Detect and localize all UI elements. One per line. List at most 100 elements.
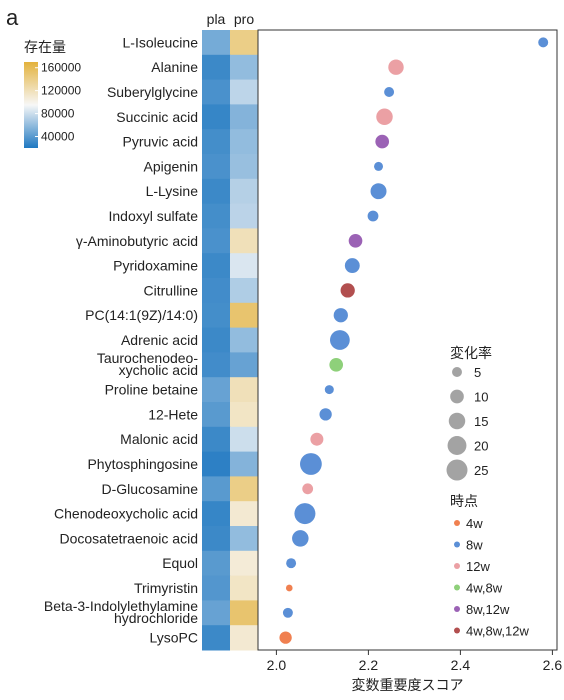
row-label: L-Lysine [146,183,199,199]
heatmap-cell [230,278,259,304]
heatmap-cell [202,501,231,527]
data-point [310,432,324,446]
data-point [376,108,393,126]
heatmap-cell [202,154,231,180]
row-label: Citrulline [144,282,199,298]
x-tick-label: 2.6 [543,657,563,673]
data-point [329,330,350,350]
plot-frame [257,29,558,651]
data-point [344,258,360,274]
heatmap-cell [202,575,231,601]
time-legend-key [454,520,460,526]
size-legend-label: 20 [474,439,488,454]
row-label: Pyridoxamine [113,258,198,274]
heatmap-cell [202,451,231,477]
heatmap-cell [230,501,259,527]
heatmap-cell [202,79,231,105]
heatmap-cell [230,228,259,254]
row-label: Beta-3-Indolylethylamine hydrochloride [44,598,198,626]
heatmap-cell [230,600,259,626]
heatmap-cell [202,550,231,577]
row-label: Equol [162,555,198,571]
heatmap-cell [230,476,259,502]
size-legend-key [447,436,467,455]
color-legend-bar [24,62,38,148]
time-legend-key [454,627,460,634]
row-label: Chenodeoxycholic acid [54,506,198,522]
heatmap-cell [230,402,259,428]
x-tick-label: 2.0 [267,657,287,673]
row-label: Adrenic acid [121,332,198,348]
data-point [333,308,348,323]
data-point [538,37,549,48]
data-point [384,87,395,97]
heatmap-cell [230,426,259,453]
panel-label: a [6,5,19,30]
x-axis-title: 変数重要度スコア [352,677,464,693]
heatmap-cell [202,253,231,279]
heatmap-cell [230,451,259,477]
heatmap-cell [202,178,231,205]
time-legend-title: 時点 [450,493,478,509]
data-point [329,357,344,372]
heatmap-column-label: pla [207,11,226,27]
data-point [340,283,355,298]
time-legend-key [454,541,460,548]
time-legend-label: 4w,8w [466,581,503,596]
heatmap-cell [202,402,231,428]
color-legend-title: 存在量 [24,39,66,55]
data-point [300,453,322,475]
heatmap-cell [230,526,259,552]
data-point [302,483,314,495]
data-point [348,233,363,248]
time-legend-key [454,606,460,612]
row-label: D-Glucosamine [102,481,199,497]
data-point [286,558,297,569]
row-label: LysoPC [149,630,198,646]
row-label: Succinic acid [116,109,198,125]
row-label: Taurochenodeo-xycholic acid [97,350,199,378]
data-point [374,161,384,171]
heatmap-cell [230,104,259,130]
row-label: Docosatetraenoic acid [59,530,198,546]
heatmap-cell [230,203,259,229]
size-legend-key [448,412,466,430]
size-legend-label: 5 [474,365,481,380]
row-label: γ-Aminobutyric acid [76,233,198,249]
size-legend-label: 15 [474,414,488,429]
heatmap-cell [202,377,231,403]
size-legend-label: 25 [474,463,488,478]
heatmap-cell [202,426,231,453]
heatmap-cell [202,54,231,81]
row-label: Trimyristin [134,580,198,596]
heatmap-cell [202,625,231,651]
x-tick-label: 2.4 [451,657,471,673]
data-point [282,607,293,618]
heatmap-cell [230,625,259,651]
heatmap-cell [230,575,259,601]
row-label: Phytosphingosine [87,456,198,472]
row-label: Indoxyl sulfate [109,208,199,224]
row-label: 12-Hete [148,406,198,422]
time-legend-label: 4w,8w,12w [466,624,529,639]
heatmap-cell [202,228,231,254]
size-legend-label: 10 [474,390,488,405]
time-legend-label: 12w [466,559,490,574]
data-point [292,530,309,547]
heatmap-cell [230,79,259,105]
row-label: Malonic acid [120,431,198,447]
time-legend-key [454,563,460,569]
x-tick-label: 2.2 [359,657,379,673]
heatmap-cell [202,278,231,304]
size-legend-key [450,389,464,404]
data-point [324,385,334,395]
row-label: PC(14:1(9Z)/14:0) [85,307,198,323]
heatmap-cell [202,476,231,502]
color-legend-tick: 40000 [41,130,75,144]
data-point [319,408,332,421]
row-label: Alanine [151,59,198,75]
data-point [294,503,316,525]
heatmap-cell [230,550,259,577]
heatmap-cell [202,129,231,155]
row-label: Suberylglycine [107,84,198,100]
